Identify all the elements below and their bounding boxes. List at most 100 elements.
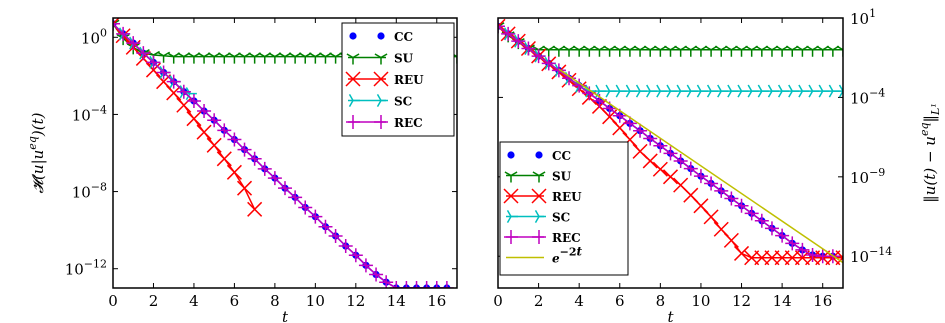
- data-point: [593, 45, 606, 57]
- data-point: [207, 52, 221, 64]
- data-point: [653, 45, 667, 57]
- data-point: [319, 52, 332, 64]
- data-point: [694, 45, 708, 57]
- x-tick-label: 12: [346, 292, 365, 310]
- legend-entry: REU: [345, 71, 424, 87]
- data-point: [704, 176, 719, 191]
- data-point: [615, 84, 627, 98]
- data-point: [511, 34, 526, 49]
- legend-entry: CC: [507, 149, 571, 163]
- legend-entry: e−2t: [506, 245, 583, 266]
- data-point: [238, 52, 251, 64]
- legend-label: REC: [394, 116, 423, 130]
- data-point: [247, 201, 263, 217]
- data-point: [116, 26, 131, 41]
- data-point: [696, 84, 708, 98]
- data-point: [531, 49, 546, 64]
- legend-entry: REC: [504, 230, 581, 245]
- legend-label: CC: [552, 149, 571, 163]
- data-point: [717, 84, 729, 98]
- data-point: [775, 228, 790, 243]
- series-line-4: [113, 23, 447, 288]
- data-point: [329, 52, 343, 64]
- data-point: [788, 84, 800, 98]
- data-point: [298, 200, 313, 215]
- data-point: [808, 84, 820, 98]
- data-point: [798, 84, 810, 98]
- data-point: [562, 45, 576, 57]
- data-point: [498, 18, 506, 34]
- data-point: [622, 116, 637, 131]
- legend-entry: REC: [346, 115, 423, 130]
- data-point: [257, 161, 272, 176]
- x-tick-label: 16: [813, 292, 832, 310]
- y-axis-label: ‖u(t) − ueq‖L¹: [918, 103, 942, 202]
- data-point: [498, 19, 505, 34]
- y-tick-label: 100: [81, 26, 107, 47]
- data-point: [399, 281, 414, 288]
- data-point: [308, 209, 323, 224]
- chart-panel-1: 0 2 4 6 8 10 12 14 16 100 10−4 10−8 10−12 t 𝓗(u|ueq)(t…: [26, 17, 458, 323]
- data-point: [288, 190, 303, 205]
- data-point: [643, 131, 658, 146]
- data-point: [216, 151, 232, 167]
- data-point: [777, 84, 790, 98]
- data-point: [187, 52, 201, 64]
- series-line-5: [558, 68, 843, 264]
- data-point: [328, 228, 343, 243]
- legend-label: REU: [394, 73, 424, 87]
- data-point: [177, 52, 191, 64]
- data-point: [706, 84, 719, 98]
- data-point: [662, 169, 679, 185]
- y-tick-label: 10−14: [850, 245, 892, 266]
- legend-entry: CC: [349, 30, 413, 44]
- data-point: [643, 45, 657, 57]
- data-point: [542, 45, 556, 57]
- data-point: [197, 52, 211, 64]
- data-point: [217, 52, 231, 64]
- legend-entry: SC: [348, 94, 412, 109]
- data-point: [805, 247, 820, 262]
- data-point: [757, 84, 769, 98]
- data-point: [744, 206, 759, 221]
- x-tick-label: 6: [615, 292, 625, 310]
- data-point: [735, 45, 748, 57]
- data-point: [439, 281, 454, 288]
- data-point: [646, 84, 658, 98]
- data-point: [572, 45, 586, 57]
- data-point: [816, 45, 830, 57]
- data-point: [197, 104, 212, 119]
- data-point: [521, 41, 536, 56]
- data-point: [666, 84, 678, 98]
- data-point: [167, 52, 181, 64]
- data-point: [745, 45, 759, 57]
- x-tick-label: 8: [656, 292, 666, 310]
- data-point: [625, 84, 637, 98]
- legend: CC SU REU SC REC: [341, 22, 455, 137]
- data-point: [734, 198, 749, 213]
- data-point: [603, 45, 617, 57]
- data-point: [764, 221, 779, 236]
- data-point: [605, 84, 617, 98]
- data-point: [278, 52, 292, 64]
- data-point: [767, 84, 779, 98]
- data-point: [267, 171, 282, 186]
- data-point: [207, 113, 222, 128]
- data-point: [785, 236, 800, 251]
- data-point: [248, 52, 262, 64]
- data-point: [227, 132, 242, 147]
- data-point: [551, 63, 566, 78]
- series-line-4: [498, 25, 833, 257]
- y-axis-label: 𝓗(u|ueq)(t): [26, 112, 47, 193]
- x-axis-label: t: [667, 308, 674, 323]
- data-point: [247, 151, 262, 166]
- data-point: [196, 124, 212, 140]
- series-line-1: [498, 25, 843, 51]
- data-point: [236, 180, 253, 196]
- chart-panel-2: 0 2 4 6 8 10 12 14 16 101 10−4 10−9 10−14 t ‖u(t) − ue…: [493, 7, 942, 323]
- legend-entry: SU: [346, 52, 414, 66]
- legend-label: REC: [552, 231, 581, 245]
- series-line-3: [498, 25, 843, 92]
- legend-label: REU: [552, 190, 582, 204]
